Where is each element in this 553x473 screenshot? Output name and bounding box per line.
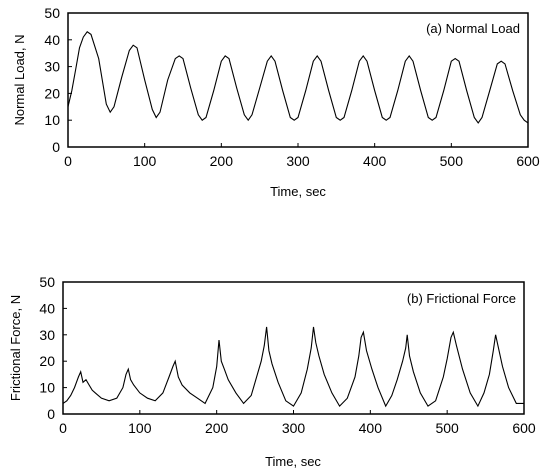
y-tick-label: 20	[44, 85, 60, 101]
x-tick-label: 500	[435, 420, 459, 436]
x-tick-label: 600	[512, 420, 536, 436]
chart-panel-normal-load: (a) Normal Load Time, sec Normal Load, N…	[12, 5, 540, 199]
tick-group: 0 100 200 300 400 500 600 0 10 20 30 40 50	[44, 5, 539, 169]
panel-label: (b) Frictional Force	[407, 291, 516, 306]
x-axis-label: Time, sec	[270, 184, 326, 199]
y-tick-label: 30	[39, 327, 55, 343]
x-axis-label: Time, sec	[265, 454, 321, 469]
y-tick-label: 0	[52, 139, 60, 155]
x-tick-label: 0	[64, 153, 72, 169]
y-axis-label: Normal Load, N	[12, 34, 27, 125]
y-tick-label: 50	[44, 5, 60, 21]
x-tick-label: 400	[359, 420, 383, 436]
x-tick-label: 300	[282, 420, 306, 436]
tick-group: 0 100 200 300 400 500 600 0 10 20 30 40 50	[39, 274, 535, 436]
y-tick-label: 10	[39, 380, 55, 396]
y-tick-label: 20	[39, 353, 55, 369]
series-line	[62, 326, 524, 408]
x-tick-label: 600	[516, 153, 540, 169]
y-axis-label: Frictional Force, N	[8, 295, 23, 401]
x-tick-label: 200	[205, 420, 229, 436]
y-tick-label: 50	[39, 274, 55, 290]
series-line	[67, 31, 529, 124]
x-tick-label: 100	[128, 420, 152, 436]
y-tick-label: 0	[47, 406, 55, 422]
panel-label: (a) Normal Load	[426, 21, 520, 36]
x-tick-label: 500	[440, 153, 464, 169]
y-tick-label: 10	[44, 112, 60, 128]
y-tick-label: 30	[44, 59, 60, 75]
x-tick-label: 100	[133, 153, 157, 169]
x-tick-label: 400	[363, 153, 387, 169]
y-tick-label: 40	[44, 32, 60, 48]
x-tick-label: 300	[286, 153, 310, 169]
x-tick-label: 0	[59, 420, 67, 436]
y-tick-label: 40	[39, 300, 55, 316]
x-tick-label: 200	[210, 153, 234, 169]
chart-panel-frictional-force: (b) Frictional Force Time, sec Frictiona…	[8, 274, 536, 469]
